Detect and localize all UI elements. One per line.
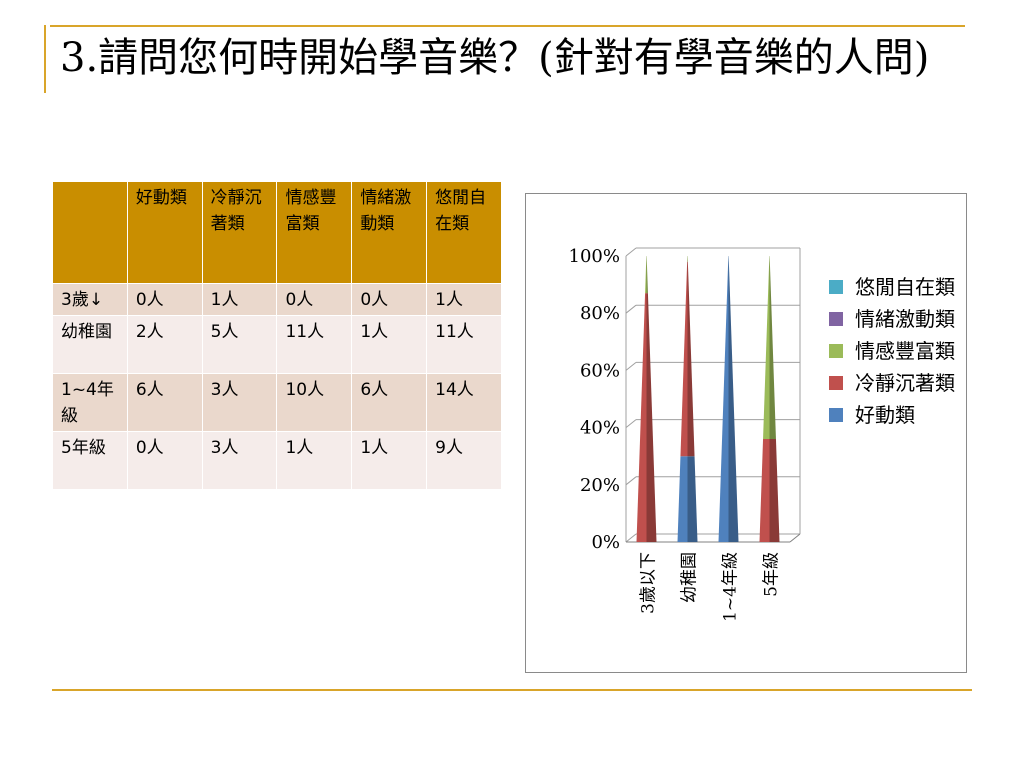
table-cell: 5人 — [201, 315, 278, 374]
grid-depth-line — [625, 419, 637, 428]
legend-label: 情感豐富類 — [855, 339, 955, 363]
table-cell: 0人 — [126, 431, 203, 490]
table-cell: 11人 — [426, 315, 502, 374]
legend-item: 好動類 — [829, 400, 964, 430]
y-tick-label: 100% — [569, 246, 620, 267]
cone-segment-front — [759, 439, 770, 542]
table-cell: 3人 — [201, 373, 278, 432]
left-accent-rule — [44, 25, 46, 93]
table-cell: 1人 — [351, 315, 428, 374]
table-header-cell: 情感豐富類 — [276, 181, 353, 284]
cone-segment-front — [677, 456, 688, 542]
grid-depth-line — [625, 476, 637, 486]
cone-segment-front — [645, 256, 647, 294]
x-category-label: 5年級 — [762, 552, 782, 597]
chart-frame: 0% 20% 40% 60% 80% 100% 3歲以下 幼稚園 1~4年級 5年級 悠閒自在類情… — [525, 193, 967, 673]
table-cell: 幼稚園 — [52, 315, 128, 374]
legend-item: 情感豐富類 — [829, 336, 964, 366]
bottom-rule — [52, 689, 972, 691]
table-cell: 1人 — [426, 283, 502, 316]
cone-segment-side — [769, 439, 780, 542]
table-header-cell: 冷靜沉著類 — [201, 181, 278, 284]
table-header-cell: 情緒激動類 — [351, 181, 428, 284]
table-cell: 0人 — [351, 283, 428, 316]
table-cell: 14人 — [426, 373, 502, 432]
cone-segment-side — [728, 256, 739, 542]
table-row: 1~4年級 6人 3人 10人 6人 14人 — [52, 373, 502, 432]
table-cell: 3人 — [201, 431, 278, 490]
table-cell: 2人 — [126, 315, 203, 374]
y-tick-label: 40% — [580, 418, 620, 439]
legend-swatch — [829, 312, 843, 326]
grid-depth-line — [625, 304, 637, 314]
table-header-row: 好動類 冷靜沉著類 情感豐富類 情緒激動類 悠閒自在類 — [52, 181, 502, 284]
grid-depth-line — [625, 247, 637, 257]
floor-edge — [789, 533, 801, 543]
legend-swatch — [829, 280, 843, 294]
table-cell: 9人 — [426, 431, 502, 490]
legend-label: 好動類 — [855, 403, 915, 427]
table-cell: 11人 — [276, 315, 353, 374]
table-cell: 6人 — [126, 373, 203, 432]
data-table: 好動類 冷靜沉著類 情感豐富類 情緒激動類 悠閒自在類 3歲↓ 0人 1人 0人… — [52, 181, 502, 490]
legend-item: 冷靜沉著類 — [829, 368, 964, 398]
y-tick-label: 60% — [580, 360, 620, 381]
y-tick-label: 80% — [580, 303, 620, 324]
x-category-label: 1~4年級 — [721, 552, 741, 622]
legend-label: 冷靜沉著類 — [855, 371, 955, 395]
chart-legend: 悠閒自在類情緒激動類情感豐富類冷靜沉著類好動類 — [829, 272, 964, 432]
cone-segment-side — [687, 261, 695, 457]
cone-segment-side — [769, 256, 776, 440]
table-header-cell: 悠閒自在類 — [426, 181, 502, 284]
stacked-cone-chart: 0% 20% 40% 60% 80% 100% 3歲以下 幼稚園 1~4年級 5年級 — [569, 246, 801, 622]
cone-segment-front — [636, 293, 647, 542]
table-header-cell — [52, 181, 128, 284]
table-header-cell: 好動類 — [126, 181, 203, 284]
cone-segment-side — [646, 256, 648, 294]
legend-item: 情緒激動類 — [829, 304, 964, 334]
table-row: 3歲↓ 0人 1人 0人 0人 1人 — [52, 283, 502, 316]
table-row: 5年級 0人 3人 1人 1人 9人 — [52, 431, 502, 490]
table-row: 幼稚園 2人 5人 11人 1人 11人 — [52, 315, 502, 374]
x-category-label: 3歲以下 — [639, 552, 659, 614]
table-cell: 5年級 — [52, 431, 128, 490]
legend-swatch — [829, 376, 843, 390]
cone-segment-side — [646, 293, 657, 542]
grid-depth-line — [625, 362, 637, 371]
y-tick-label: 20% — [580, 475, 620, 496]
table-cell: 0人 — [276, 283, 353, 316]
slide-title: 3.請問您何時開始學音樂？(針對有學音樂的人問) — [60, 35, 930, 81]
legend-label: 悠閒自在類 — [855, 275, 955, 299]
table-cell: 1~4年級 — [52, 373, 128, 432]
legend-swatch — [829, 408, 843, 422]
table-cell: 3歲↓ — [52, 283, 128, 316]
legend-item: 悠閒自在類 — [829, 272, 964, 302]
table-cell: 1人 — [276, 431, 353, 490]
x-category-label: 幼稚園 — [680, 552, 700, 603]
grid-depth-line — [625, 533, 637, 543]
y-tick-label: 0% — [591, 532, 620, 553]
top-rule — [50, 25, 965, 27]
table-cell: 10人 — [276, 373, 353, 432]
cone-segment-front — [718, 256, 729, 542]
table-cell: 1人 — [201, 283, 278, 316]
legend-swatch — [829, 344, 843, 358]
table-cell: 6人 — [351, 373, 428, 432]
legend-label: 情緒激動類 — [855, 307, 955, 331]
cone-segment-side — [687, 456, 698, 542]
cone-segment-front — [680, 261, 688, 457]
table-cell: 1人 — [351, 431, 428, 490]
table-cell: 0人 — [126, 283, 203, 316]
cone-segment-front — [763, 256, 770, 440]
